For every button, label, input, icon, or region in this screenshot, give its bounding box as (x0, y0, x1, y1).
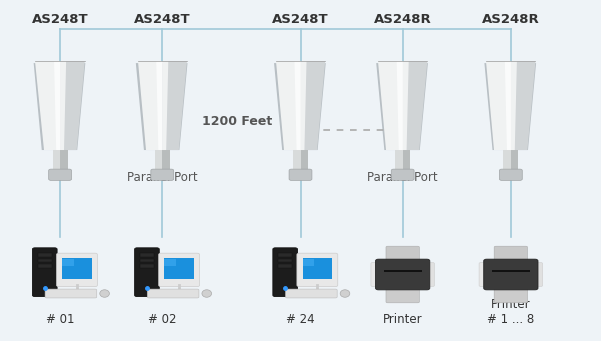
Polygon shape (162, 61, 187, 150)
Polygon shape (294, 61, 307, 150)
FancyBboxPatch shape (49, 169, 72, 180)
Text: Parallel Port: Parallel Port (127, 171, 198, 184)
Polygon shape (403, 150, 410, 170)
Polygon shape (34, 63, 85, 150)
Polygon shape (136, 63, 188, 150)
Text: Parallel Port: Parallel Port (367, 171, 438, 184)
Ellipse shape (100, 290, 109, 297)
Ellipse shape (340, 290, 350, 297)
FancyBboxPatch shape (289, 169, 312, 180)
FancyBboxPatch shape (135, 248, 159, 297)
Text: AS248T: AS248T (32, 13, 88, 26)
Polygon shape (504, 150, 511, 170)
Bar (62, 258, 92, 279)
FancyBboxPatch shape (45, 289, 97, 298)
FancyBboxPatch shape (297, 253, 338, 286)
Polygon shape (484, 63, 536, 150)
FancyBboxPatch shape (168, 291, 190, 297)
Bar (302, 258, 332, 279)
FancyBboxPatch shape (159, 253, 200, 286)
Polygon shape (138, 61, 162, 150)
Text: # 01: # 01 (46, 313, 75, 326)
Polygon shape (162, 150, 170, 170)
Bar (383, 270, 422, 272)
FancyBboxPatch shape (386, 246, 419, 262)
Polygon shape (155, 150, 162, 170)
FancyBboxPatch shape (371, 263, 384, 286)
Polygon shape (397, 61, 409, 150)
Text: Printer: Printer (383, 313, 423, 326)
Bar (140, 264, 154, 268)
Polygon shape (486, 61, 511, 150)
Text: # 02: # 02 (148, 313, 177, 326)
Bar (302, 259, 314, 266)
Bar (278, 264, 292, 268)
FancyBboxPatch shape (307, 291, 328, 297)
Ellipse shape (202, 290, 212, 297)
FancyBboxPatch shape (376, 259, 430, 290)
Text: 1200 Feet: 1200 Feet (203, 115, 272, 128)
Bar (278, 259, 292, 262)
FancyBboxPatch shape (529, 263, 543, 286)
Polygon shape (403, 61, 427, 150)
Bar (164, 259, 176, 266)
Polygon shape (35, 61, 60, 150)
Polygon shape (505, 61, 517, 150)
Bar (38, 253, 52, 256)
Polygon shape (378, 61, 403, 150)
FancyBboxPatch shape (484, 259, 538, 290)
FancyBboxPatch shape (494, 286, 528, 303)
Polygon shape (274, 63, 326, 150)
Text: AS248T: AS248T (272, 13, 329, 26)
Text: AS248R: AS248R (482, 13, 540, 26)
Polygon shape (300, 61, 325, 150)
FancyBboxPatch shape (386, 286, 419, 303)
Polygon shape (376, 63, 428, 150)
Polygon shape (54, 61, 66, 150)
Polygon shape (276, 61, 300, 150)
Polygon shape (300, 150, 308, 170)
Bar (140, 253, 154, 256)
Text: AS248R: AS248R (374, 13, 432, 26)
Text: AS248T: AS248T (134, 13, 191, 26)
Bar (62, 259, 74, 266)
Bar (38, 259, 52, 262)
Bar (278, 253, 292, 256)
FancyBboxPatch shape (151, 169, 174, 180)
Polygon shape (511, 61, 535, 150)
FancyBboxPatch shape (494, 246, 528, 262)
Polygon shape (60, 150, 67, 170)
FancyBboxPatch shape (56, 253, 97, 286)
Polygon shape (395, 150, 403, 170)
FancyBboxPatch shape (147, 289, 199, 298)
Polygon shape (60, 61, 85, 150)
Bar (38, 264, 52, 268)
FancyBboxPatch shape (479, 263, 492, 286)
FancyBboxPatch shape (32, 248, 57, 297)
Polygon shape (511, 150, 518, 170)
FancyBboxPatch shape (391, 169, 414, 180)
FancyBboxPatch shape (66, 291, 88, 297)
Bar (492, 270, 530, 272)
FancyBboxPatch shape (421, 263, 435, 286)
Bar (140, 259, 154, 262)
Polygon shape (156, 61, 168, 150)
Text: Printer
# 1 ... 8: Printer # 1 ... 8 (487, 298, 534, 326)
FancyBboxPatch shape (273, 248, 297, 297)
Polygon shape (53, 150, 60, 170)
Text: # 24: # 24 (286, 313, 315, 326)
Bar (164, 258, 194, 279)
Polygon shape (293, 150, 300, 170)
FancyBboxPatch shape (285, 289, 337, 298)
FancyBboxPatch shape (499, 169, 522, 180)
